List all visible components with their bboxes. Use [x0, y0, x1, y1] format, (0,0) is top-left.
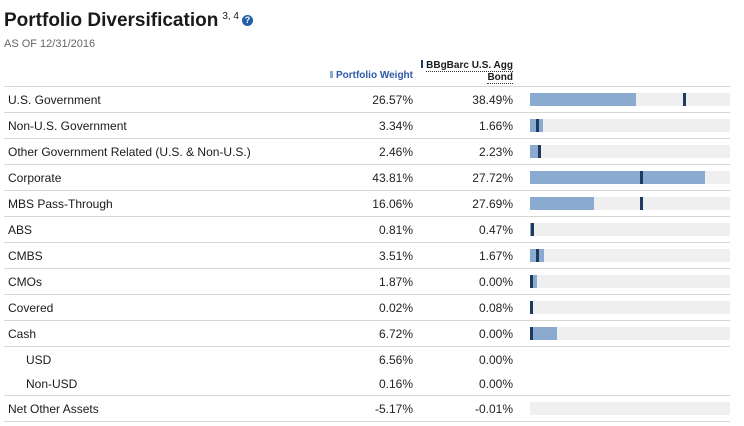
benchmark-value: 0.00% — [478, 327, 513, 341]
benchmark-marker — [530, 301, 533, 314]
table-row: Covered 0.02% 0.08% — [4, 295, 730, 321]
portfolio-weight-value: 3.51% — [378, 249, 413, 263]
benchmark-header[interactable]: BBgBarc U.S. Agg Bond — [413, 60, 513, 84]
weight-bar-track — [530, 197, 730, 210]
row-label: Cash — [8, 327, 37, 341]
portfolio-weight-value: 3.34% — [378, 119, 413, 133]
row-label: USD — [26, 353, 52, 367]
table-row: Other Government Related (U.S. & Non-U.S… — [4, 139, 730, 165]
weight-bar-track — [530, 171, 730, 184]
row-label: Other Government Related (U.S. & Non-U.S… — [8, 145, 251, 159]
benchmark-value: 27.69% — [472, 197, 513, 211]
benchmark-value: 2.23% — [478, 145, 513, 159]
row-label: Covered — [8, 301, 54, 315]
table-row: Corporate 43.81% 27.72% — [4, 165, 730, 191]
benchmark-value: 0.00% — [478, 377, 513, 391]
portfolio-weight-bar — [530, 93, 637, 106]
table-row: Net Other Assets -5.17% -0.01% — [4, 396, 730, 422]
benchmark-legend-swatch — [421, 60, 424, 68]
portfolio-weight-value: -5.17% — [374, 402, 413, 416]
portfolio-weight-value: 26.57% — [372, 93, 413, 107]
portfolio-weight-value: 43.81% — [372, 171, 413, 185]
table-row: CMOs 1.87% 0.00% — [4, 269, 730, 295]
benchmark-value: 38.49% — [472, 93, 513, 107]
row-label: MBS Pass-Through — [8, 197, 113, 211]
row-label: ABS — [8, 223, 33, 237]
table-row: MBS Pass-Through 16.06% 27.69% — [4, 191, 730, 217]
row-label: CMOs — [8, 275, 42, 289]
table-row: ABS 0.81% 0.47% — [4, 217, 730, 243]
benchmark-value: 0.00% — [478, 353, 513, 367]
benchmark-label-line1: BBgBarc U.S. Agg — [426, 60, 513, 72]
benchmark-value: 0.47% — [478, 223, 513, 237]
portfolio-weight-bar — [530, 145, 540, 158]
portfolio-weight-bar — [530, 197, 595, 210]
portfolio-legend-swatch — [329, 71, 333, 78]
benchmark-marker — [682, 93, 686, 106]
portfolio-weight-bar — [530, 275, 538, 288]
row-label: Corporate — [8, 171, 62, 185]
benchmark-value: 1.67% — [478, 249, 513, 263]
portfolio-weight-value: 0.16% — [378, 377, 413, 391]
benchmark-value: 1.66% — [478, 119, 513, 133]
table-row: USD 6.56% 0.00% — [4, 347, 730, 371]
portfolio-weight-value: 1.87% — [378, 275, 413, 289]
help-icon[interactable]: ? — [242, 15, 253, 26]
weight-bar-track — [530, 223, 730, 236]
diversification-table: U.S. Government 26.57% 38.49% Non-U.S. Gove… — [4, 86, 730, 422]
portfolio-weight-value: 6.72% — [378, 327, 413, 341]
weight-bar-track — [530, 119, 730, 132]
row-label: CMBS — [8, 249, 43, 263]
portfolio-weight-bar — [530, 171, 706, 184]
page-title: Portfolio Diversification 3, 4? — [4, 10, 253, 32]
weight-bar-track — [530, 402, 730, 415]
table-row: CMBS 3.51% 1.67% — [4, 243, 730, 269]
weight-bar-track — [530, 93, 730, 106]
table-row: Non-U.S. Government 3.34% 1.66% — [4, 113, 730, 139]
portfolio-weight-header: Portfolio Weight — [329, 70, 413, 81]
portfolio-weight-value: 6.56% — [378, 353, 413, 367]
title-text: Portfolio Diversification — [4, 10, 219, 31]
row-label: Net Other Assets — [8, 402, 99, 416]
portfolio-weight-value: 16.06% — [372, 197, 413, 211]
weight-bar-track — [530, 275, 730, 288]
portfolio-weight-value: 2.46% — [378, 145, 413, 159]
portfolio-weight-bar — [530, 327, 557, 340]
benchmark-value: -0.01% — [474, 402, 513, 416]
portfolio-weight-value: 0.81% — [378, 223, 413, 237]
benchmark-marker — [530, 275, 533, 288]
as-of-date: AS OF 12/31/2016 — [4, 38, 96, 50]
table-row: Non-USD 0.16% 0.00% — [4, 371, 730, 396]
weight-bar-track — [530, 249, 730, 262]
benchmark-marker — [639, 171, 643, 184]
portfolio-weight-value: 0.02% — [378, 301, 413, 315]
weight-bar-track — [530, 145, 730, 158]
row-label: U.S. Government — [8, 93, 101, 107]
footnote-ref[interactable]: 3, 4 — [222, 11, 239, 22]
benchmark-value: 0.00% — [478, 275, 513, 289]
row-label: Non-USD — [26, 377, 78, 391]
benchmark-value: 0.08% — [478, 301, 513, 315]
weight-bar-track — [530, 301, 730, 314]
row-label: Non-U.S. Government — [8, 119, 127, 133]
table-row: Cash 6.72% 0.00% — [4, 321, 730, 347]
portfolio-weight-label: Portfolio Weight — [335, 70, 413, 81]
benchmark-marker — [535, 249, 539, 262]
benchmark-value: 27.72% — [472, 171, 513, 185]
benchmark-marker — [535, 119, 539, 132]
weight-bar-track — [530, 327, 730, 340]
benchmark-marker — [530, 223, 534, 236]
benchmark-marker — [537, 145, 541, 158]
table-row: U.S. Government 26.57% 38.49% — [4, 87, 730, 113]
benchmark-marker — [639, 197, 643, 210]
benchmark-label-line2: Bond — [487, 72, 513, 84]
benchmark-marker — [530, 327, 533, 340]
